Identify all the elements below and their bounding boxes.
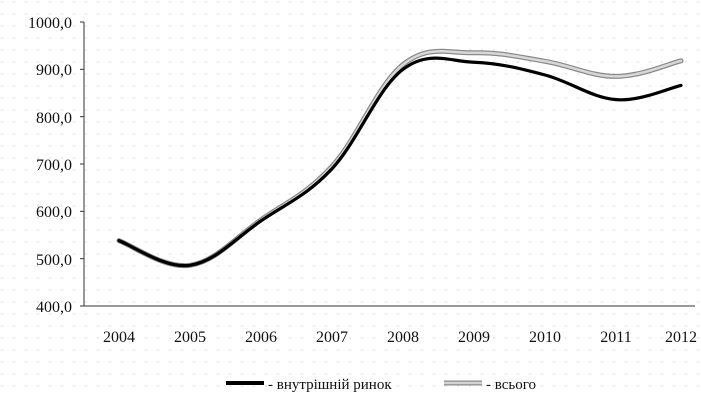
x-tick-label: 2007 — [316, 329, 348, 346]
x-tick-label: 2005 — [174, 329, 206, 346]
series-layer — [116, 48, 684, 269]
y-tick-label: 600,0 — [36, 204, 72, 221]
series-line-internal — [117, 56, 683, 268]
legend-label-total: - всього — [486, 377, 536, 393]
y-tick-label: 700,0 — [36, 157, 72, 174]
x-axis: 2004 2005 2006 2007 2008 2009 2010 2011 … — [84, 305, 697, 346]
x-tick-label: 2011 — [600, 329, 631, 346]
x-tick-label: 2008 — [387, 329, 419, 346]
y-tick-label: 1000,0 — [28, 15, 72, 32]
x-tick-label: 2012 — [665, 329, 697, 346]
y-axis: 400,0 500,0 600,0 700,0 800,0 900,0 1000… — [28, 15, 85, 316]
x-tick-label: 2004 — [103, 329, 135, 346]
x-tick-label: 2006 — [245, 329, 277, 346]
x-tick-label: 2010 — [529, 329, 561, 346]
x-tick-label: 2009 — [458, 329, 490, 346]
y-tick-label: 500,0 — [36, 252, 72, 269]
y-tick-label: 800,0 — [36, 110, 72, 127]
legend: - внутрішній ринок - всього — [226, 377, 536, 393]
y-tick-label: 400,0 — [36, 299, 72, 316]
legend-label-internal: - внутрішній ринок — [268, 377, 392, 393]
y-tick-label: 900,0 — [36, 62, 72, 79]
